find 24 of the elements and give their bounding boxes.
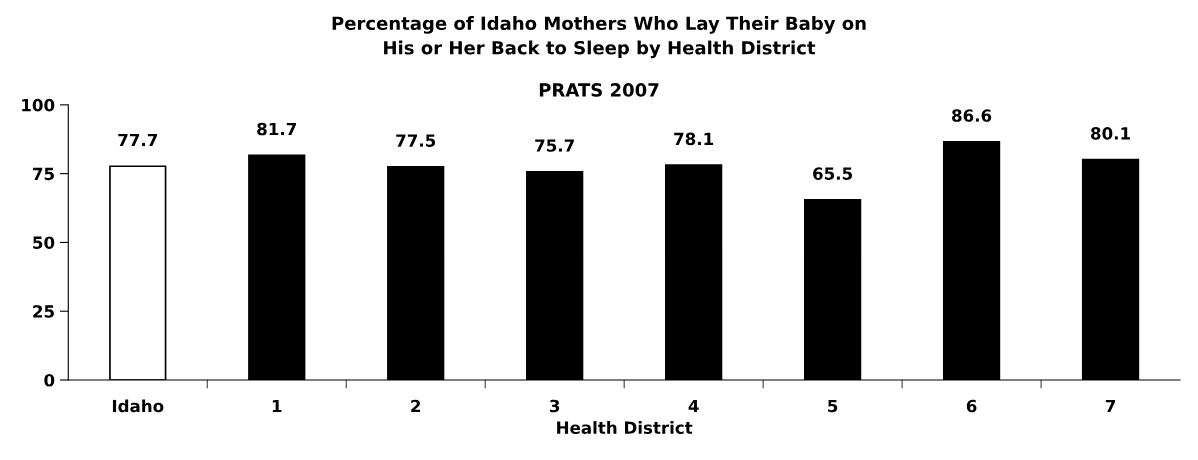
x-axis-title: Health District (557, 421, 693, 434)
y-tick-label: 25 (33, 305, 54, 318)
x-tick-label: 4 (688, 399, 699, 413)
y-tick-label: 50 (33, 236, 55, 249)
x-tick-label: 7 (1105, 399, 1116, 413)
y-tick-label: 75 (33, 167, 54, 181)
data-label: 65.5 (813, 167, 853, 180)
y-tick-label: 0 (44, 373, 55, 387)
data-label: 77.7 (118, 133, 158, 147)
x-tick-label: Idaho (112, 399, 164, 413)
data-label: 86.6 (952, 109, 992, 122)
data-label: 78.1 (674, 132, 714, 146)
data-label: 80.1 (1091, 127, 1130, 140)
data-label: 75.7 (535, 139, 574, 152)
data-label: 81.7 (257, 122, 296, 136)
x-tick-label: 6 (966, 399, 977, 413)
data-label: 77.5 (396, 134, 436, 147)
chart-title: Percentage of Idaho Mothers Who Lay Their Baby on His or Her Back to Sleep by Health District (332, 16, 866, 59)
x-tick-label: 1 (272, 399, 282, 413)
y-tick-label: 100 (22, 98, 55, 112)
chart-subtitle: PRATS 2007 (539, 83, 659, 97)
x-tick-label: 2 (411, 399, 421, 413)
x-tick-label: 5 (828, 399, 838, 413)
x-tick-label: 3 (549, 399, 560, 413)
